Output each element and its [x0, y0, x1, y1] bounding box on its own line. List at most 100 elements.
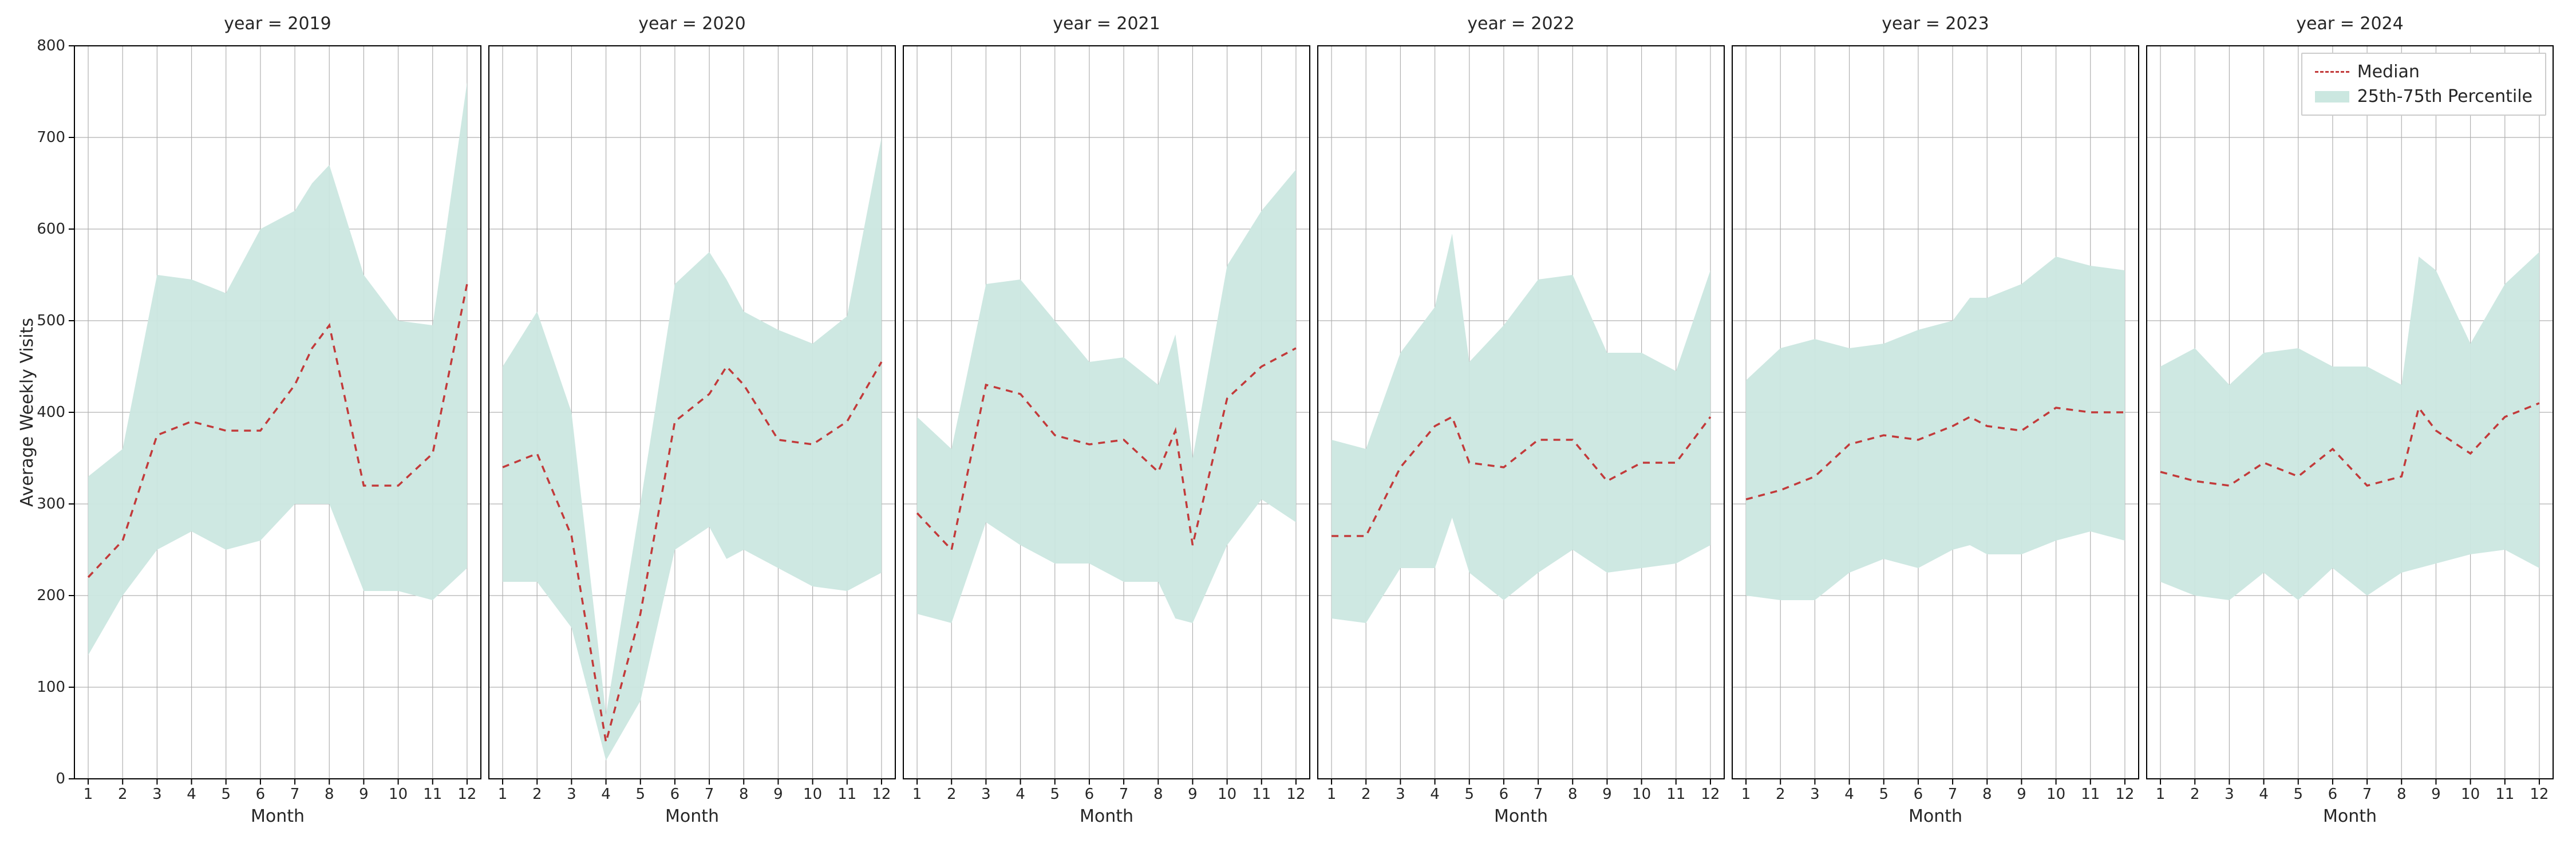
legend-label: 25th-75th Percentile: [2357, 86, 2532, 107]
x-tick-label: 2: [937, 786, 966, 803]
chart-svg: [903, 46, 1310, 779]
chart-panel: year = 2023123456789101112Month: [1732, 46, 2139, 779]
x-tick-label: 9: [764, 786, 792, 803]
x-tick-label: 7: [280, 786, 309, 803]
chart-svg: [1318, 46, 1724, 779]
x-tick-label: 11: [833, 786, 862, 803]
x-tick-label: 3: [143, 786, 171, 803]
chart-panel: year = 2024123456789101112Month: [2147, 46, 2553, 779]
chart-panel: year = 2021123456789101112Month: [903, 46, 1310, 779]
x-tick-label: 11: [2076, 786, 2105, 803]
x-tick-label: 2: [1766, 786, 1795, 803]
x-tick-label: 9: [1593, 786, 1621, 803]
x-axis-label: Month: [1318, 806, 1724, 826]
x-tick-label: 5: [2284, 786, 2313, 803]
percentile-band: [503, 137, 882, 761]
x-tick-label: 8: [1144, 786, 1172, 803]
legend-label: Median: [2357, 62, 2420, 82]
x-tick-label: 1: [903, 786, 931, 803]
x-axis-label: Month: [489, 806, 895, 826]
chart-svg: [2147, 46, 2553, 779]
x-tick-label: 11: [2491, 786, 2519, 803]
x-tick-label: 4: [177, 786, 206, 803]
x-tick-label: 2: [108, 786, 137, 803]
x-tick-label: 10: [1627, 786, 1656, 803]
x-tick-label: 9: [2421, 786, 2450, 803]
x-tick-label: 5: [1041, 786, 1069, 803]
x-tick-label: 12: [867, 786, 896, 803]
x-tick-label: 7: [1524, 786, 1552, 803]
chart-panel: year = 2020123456789101112Month: [489, 46, 895, 779]
x-tick-label: 1: [1732, 786, 1760, 803]
x-tick-label: 8: [729, 786, 758, 803]
x-tick-label: 7: [2353, 786, 2381, 803]
x-tick-label: 5: [1455, 786, 1484, 803]
percentile-band: [917, 170, 1296, 623]
x-axis-label: Month: [2147, 806, 2553, 826]
x-tick-label: 8: [1558, 786, 1587, 803]
x-tick-label: 10: [384, 786, 413, 803]
x-tick-label: 6: [2318, 786, 2347, 803]
x-tick-label: 10: [2456, 786, 2485, 803]
x-tick-label: 1: [488, 786, 517, 803]
x-tick-label: 4: [1006, 786, 1035, 803]
x-tick-label: 4: [1421, 786, 1449, 803]
x-tick-label: 11: [418, 786, 447, 803]
x-tick-label: 4: [2250, 786, 2278, 803]
panel-title: year = 2022: [1318, 14, 1724, 34]
figure: year = 201912345678910111201002003004005…: [0, 0, 2576, 859]
x-tick-label: 2: [523, 786, 551, 803]
legend-swatch-line: [2315, 71, 2349, 73]
chart-svg: [489, 46, 895, 779]
x-tick-label: 5: [626, 786, 655, 803]
x-tick-label: 9: [349, 786, 378, 803]
x-tick-label: 3: [557, 786, 586, 803]
x-tick-label: 8: [1973, 786, 2001, 803]
x-tick-label: 6: [661, 786, 689, 803]
percentile-band: [1332, 234, 1710, 623]
legend-item: Median: [2315, 62, 2532, 82]
x-tick-label: 5: [1870, 786, 1898, 803]
x-tick-label: 6: [1490, 786, 1518, 803]
x-tick-label: 3: [1800, 786, 1829, 803]
chart-svg: [1732, 46, 2139, 779]
legend-swatch-band: [2315, 91, 2349, 103]
x-tick-label: 2: [1352, 786, 1380, 803]
x-axis-label: Month: [1732, 806, 2139, 826]
x-tick-label: 6: [1075, 786, 1104, 803]
chart-panel: year = 2022123456789101112Month: [1318, 46, 1724, 779]
x-tick-label: 10: [1213, 786, 1242, 803]
x-tick-label: 3: [1386, 786, 1415, 803]
percentile-band: [1746, 257, 2125, 600]
panel-title: year = 2019: [74, 14, 481, 34]
x-tick-label: 12: [1282, 786, 1310, 803]
x-tick-label: 9: [1178, 786, 1207, 803]
x-tick-label: 8: [2387, 786, 2416, 803]
panel-title: year = 2021: [903, 14, 1310, 34]
x-tick-label: 2: [2180, 786, 2209, 803]
x-tick-label: 7: [695, 786, 724, 803]
x-tick-label: 12: [2525, 786, 2554, 803]
legend: Median 25th-75th Percentile: [2301, 53, 2546, 116]
y-axis-label: Average Weekly Visits: [17, 46, 37, 779]
percentile-band: [2160, 252, 2539, 600]
x-tick-label: 3: [971, 786, 1000, 803]
x-tick-label: 4: [592, 786, 621, 803]
x-tick-label: 8: [315, 786, 343, 803]
x-tick-label: 1: [1317, 786, 1346, 803]
x-tick-label: 7: [1938, 786, 1967, 803]
x-tick-label: 12: [2111, 786, 2139, 803]
x-axis-label: Month: [903, 806, 1310, 826]
x-tick-label: 3: [2215, 786, 2243, 803]
panel-title: year = 2023: [1732, 14, 2139, 34]
x-tick-label: 1: [2146, 786, 2175, 803]
x-tick-label: 9: [2007, 786, 2036, 803]
x-tick-label: 11: [1662, 786, 1690, 803]
x-tick-label: 12: [1696, 786, 1725, 803]
x-tick-label: 1: [74, 786, 102, 803]
chart-svg: [74, 46, 481, 779]
panel-title: year = 2020: [489, 14, 895, 34]
panel-title: year = 2024: [2147, 14, 2553, 34]
x-tick-label: 10: [2042, 786, 2071, 803]
x-tick-label: 7: [1109, 786, 1138, 803]
